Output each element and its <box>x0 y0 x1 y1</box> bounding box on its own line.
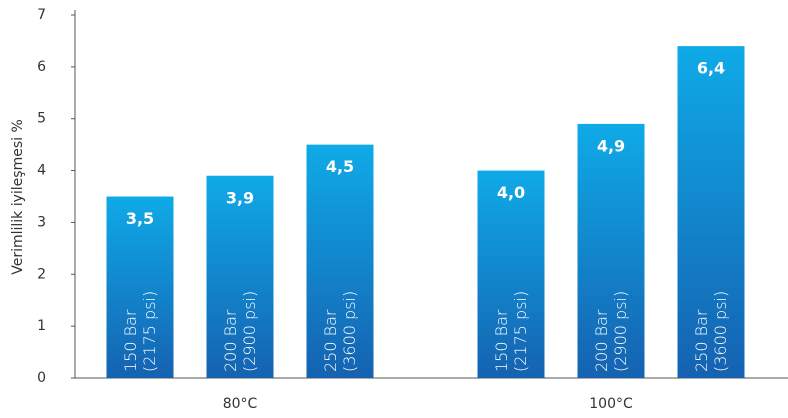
y-tick-label: 1 <box>37 318 46 334</box>
y-tick-label: 5 <box>37 111 46 127</box>
bar <box>106 196 174 378</box>
series-name-line: 200 Bar <box>592 309 611 372</box>
y-tick-label: 3 <box>37 214 46 230</box>
bar <box>577 123 645 379</box>
series-name-line: (2900 psi) <box>611 291 630 372</box>
value-label: 4,9 <box>597 136 625 155</box>
series-name: 200 Bar(2900 psi) <box>221 291 259 372</box>
value-label: 3,9 <box>226 188 254 207</box>
series-name: 150 Bar(2175 psi) <box>492 291 530 372</box>
y-tick-label: 2 <box>37 266 46 282</box>
series-name: 200 Bar(2900 psi) <box>592 291 630 372</box>
series-name-line: 250 Bar <box>692 309 711 372</box>
bar <box>306 144 374 378</box>
x-tick-label: 100°C <box>589 396 633 412</box>
x-tick-label: 80°C <box>223 396 258 412</box>
y-tick-label: 0 <box>37 370 46 386</box>
bar <box>477 170 545 378</box>
y-axis-label: Verimlilik iyileşmesi % <box>10 119 26 275</box>
series-name: 250 Bar(3600 psi) <box>321 291 359 372</box>
series-name-line: (3600 psi) <box>340 291 359 372</box>
series-name-line: 150 Bar <box>121 309 140 372</box>
y-tick-label: 6 <box>37 59 46 75</box>
series-name: 150 Bar(2175 psi) <box>121 291 159 372</box>
value-label: 4,5 <box>326 157 354 176</box>
series-name-line: 150 Bar <box>492 309 511 372</box>
series-name: 250 Bar(3600 psi) <box>692 291 730 372</box>
bar <box>206 175 274 378</box>
series-name-line: 200 Bar <box>221 309 240 372</box>
series-name-line: (2175 psi) <box>511 291 530 372</box>
series-name-line: (2900 psi) <box>240 291 259 372</box>
value-label: 6,4 <box>697 59 725 78</box>
value-label: 3,5 <box>126 209 154 228</box>
bar <box>677 46 745 378</box>
y-tick-label: 4 <box>37 163 46 179</box>
y-tick-label: 7 <box>37 7 46 23</box>
series-name-line: (2175 psi) <box>140 291 159 372</box>
series-name-line: (3600 psi) <box>711 291 730 372</box>
value-label: 4,0 <box>497 183 525 202</box>
series-name-line: 250 Bar <box>321 309 340 372</box>
